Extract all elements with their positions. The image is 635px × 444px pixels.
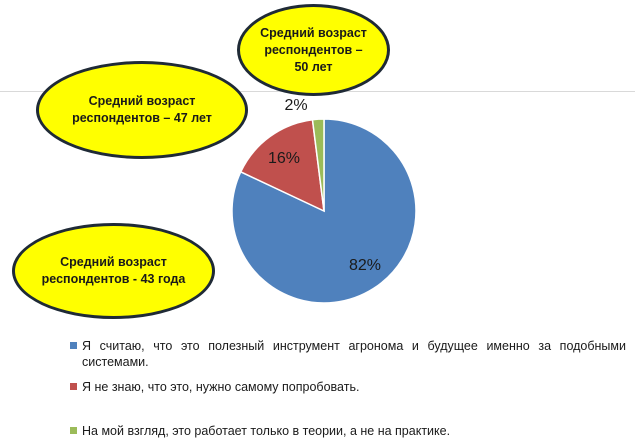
annotation-text-47: Средний возраст респондентов – 47 лет — [72, 94, 212, 125]
legend-label-dont-know: Я не знаю, что это, нужно самому попробо… — [82, 380, 360, 394]
data-label-82: 82% — [349, 257, 381, 274]
legend-swatch-blue — [70, 342, 77, 349]
legend-swatch-green — [70, 427, 77, 434]
legend-item-theory: На мой взгляд, это работает только в тео… — [70, 423, 630, 441]
legend-label-useful: Я считаю, что это полезный инструмент аг… — [82, 339, 626, 369]
annotation-bubble-43: Средний возраст респондентов - 43 года — [12, 223, 215, 319]
legend-label-theory: На мой взгляд, это работает только в тео… — [82, 424, 451, 438]
annotation-bubble-50: Средний возраст респондентов – 50 лет — [237, 4, 390, 96]
annotation-text-50: Средний возраст респондентов – 50 лет — [260, 25, 367, 74]
pie-slice-useful — [231, 118, 417, 304]
data-label-2: 2% — [284, 97, 307, 114]
legend-item-dont-know: Я не знаю, что это, нужно самому попробо… — [70, 379, 630, 397]
legend-item-useful: Я считаю, что это полезный инструмент аг… — [70, 338, 630, 372]
annotation-bubble-47: Средний возраст респондентов – 47 лет — [36, 61, 248, 159]
annotation-text-43: Средний возраст респондентов - 43 года — [41, 255, 186, 286]
legend-swatch-red — [70, 383, 77, 390]
data-label-16: 16% — [268, 150, 300, 167]
pie-slice-theory — [311, 118, 325, 212]
pie-slice-dont-know — [239, 118, 325, 213]
